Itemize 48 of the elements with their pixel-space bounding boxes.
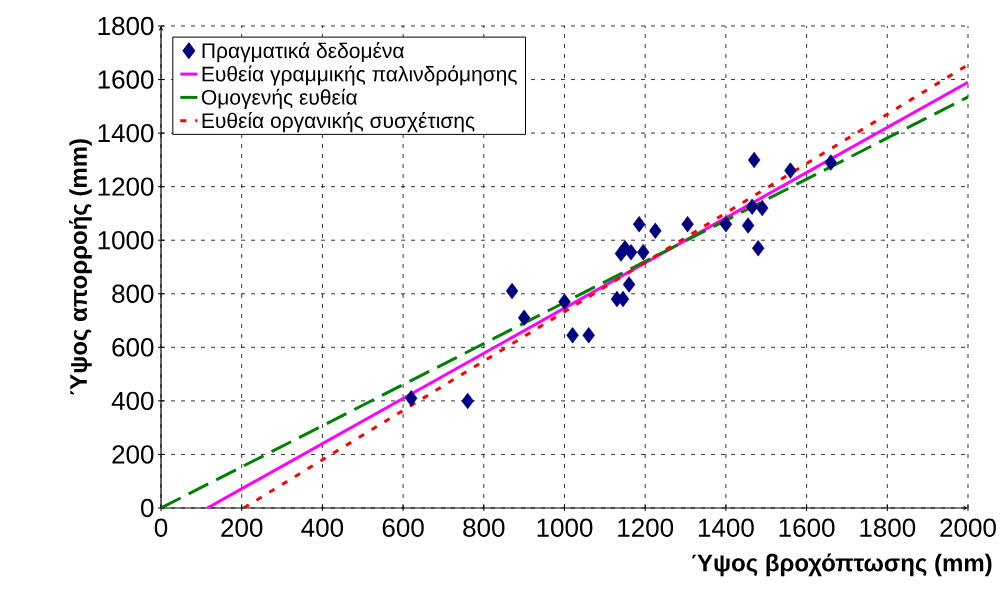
point (517, 309, 531, 327)
point (756, 199, 769, 217)
y-tick-label: 0 (141, 498, 154, 518)
y-tick-label: 600 (112, 338, 154, 357)
y-tick-label: 200 (112, 445, 154, 464)
x-tick-label: 1400 (698, 518, 754, 537)
legend-label: Ευθεία οργανικής συσχέτισης (202, 112, 475, 133)
point (719, 215, 733, 233)
y-tick-label: 800 (112, 284, 154, 303)
point (632, 215, 646, 233)
x-tick-label: 1000 (537, 518, 593, 537)
x-tick-label: 1200 (618, 518, 674, 537)
y-tick-label: 400 (111, 391, 154, 411)
point (558, 293, 571, 310)
point (751, 240, 765, 257)
point (582, 327, 595, 344)
point (741, 217, 755, 234)
x-tick-label: 2000 (940, 518, 996, 537)
x-tick-label: 1600 (779, 518, 835, 537)
point (784, 162, 797, 179)
point (747, 151, 761, 169)
point (824, 154, 838, 171)
y-tick-label: 1800 (98, 16, 154, 36)
x-tick-label: 200 (221, 518, 263, 537)
y-tick-label: 1200 (98, 177, 154, 196)
point (566, 327, 579, 344)
y-tick-label: 1400 (98, 123, 154, 143)
point (404, 390, 418, 407)
legend-label: Ευθεία γραμμικής παλινδρόμησης (202, 65, 517, 86)
x-tick-label: 0 (154, 518, 168, 537)
y-tick-label: 1000 (98, 231, 154, 250)
point (636, 244, 650, 261)
x-tick-label: 800 (463, 518, 505, 537)
point (681, 215, 694, 233)
point (461, 392, 474, 410)
x-tick-label: 400 (301, 518, 344, 537)
legend-label: Ομογενής ευθεία (201, 88, 358, 109)
legend-label: Πραγματικά δεδομένα (202, 42, 404, 63)
point (505, 282, 519, 300)
y-tick-label: 1600 (98, 70, 154, 89)
point (622, 276, 636, 293)
x-tick-label: 1800 (860, 518, 916, 537)
x-tick-label: 600 (382, 518, 424, 537)
point (624, 244, 638, 261)
point (649, 222, 662, 240)
y-axis-title: Ύψος απορροής (mm) (69, 139, 92, 395)
x-axis-title: Ύψος βροχόπτωσης (mm) (692, 553, 992, 577)
point (745, 198, 759, 215)
